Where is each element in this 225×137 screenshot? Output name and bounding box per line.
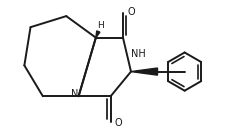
Polygon shape	[96, 31, 100, 38]
Polygon shape	[131, 68, 158, 75]
Text: NH: NH	[131, 49, 146, 59]
Text: O: O	[115, 118, 122, 128]
Text: O: O	[127, 7, 135, 17]
Text: H: H	[97, 21, 104, 30]
Text: N: N	[71, 89, 78, 99]
